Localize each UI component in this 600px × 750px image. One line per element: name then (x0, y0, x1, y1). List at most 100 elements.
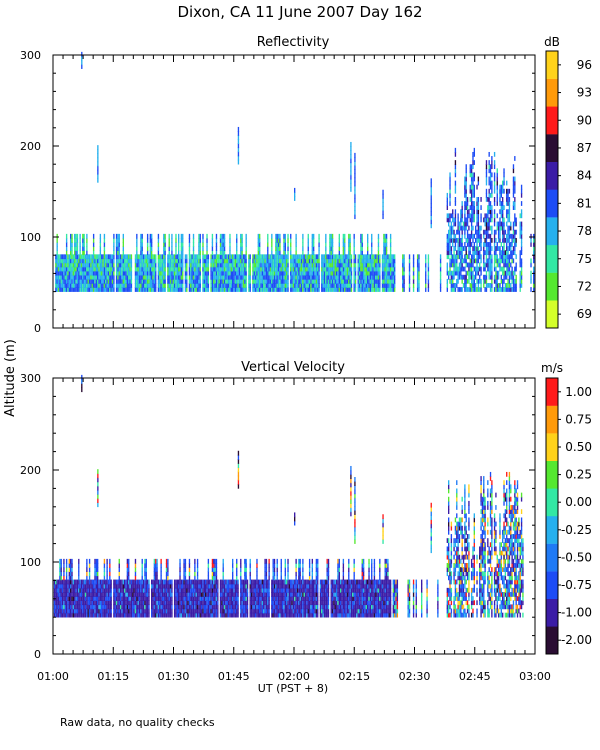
echo-cell (74, 587, 76, 593)
echo-cell (493, 197, 496, 202)
echo-cell (222, 246, 224, 251)
echo-cell (103, 587, 106, 593)
echo-cell (302, 274, 304, 280)
echo-cell (368, 266, 370, 272)
echo-cell (188, 270, 191, 276)
echo-cell (503, 217, 505, 223)
echo-cell (416, 262, 419, 268)
echo-cell (141, 612, 143, 618)
echo-cell (446, 250, 448, 256)
echo-cell (520, 270, 523, 276)
echo-cell (242, 258, 245, 264)
echo-cell (425, 278, 427, 284)
echo-cell (102, 608, 104, 614)
echo-cell (75, 596, 77, 601)
echo-cell (268, 266, 270, 272)
echo-cell (64, 287, 66, 292)
echo-cell (194, 266, 196, 272)
echo-cell (217, 287, 219, 292)
echo-cell (91, 254, 93, 260)
echo-cell (83, 233, 85, 239)
echo-cell (497, 262, 500, 268)
echo-cell (323, 287, 326, 292)
echo-cell (168, 587, 170, 593)
echo-cell (450, 221, 453, 227)
echo-cell (149, 262, 151, 268)
echo-cell (163, 592, 165, 597)
echo-cell (448, 237, 450, 243)
echo-cell (427, 274, 430, 280)
echo-cell (160, 608, 162, 614)
echo-cell (519, 274, 521, 280)
echo-cell (249, 287, 251, 292)
colorbar-label: 93 (577, 86, 592, 100)
echo-cell (72, 262, 75, 268)
echo-cell (460, 225, 462, 231)
echo-cell (381, 274, 384, 280)
echo-cell (91, 274, 93, 280)
echo-cell (365, 287, 367, 292)
echo-cell (403, 283, 405, 288)
echo-cell (168, 600, 170, 606)
echo-cell (223, 250, 226, 256)
echo-cell (184, 283, 187, 288)
echo-cell (385, 237, 388, 243)
echo-cell (195, 608, 197, 614)
echo-cell (369, 283, 372, 288)
echo-cell (155, 283, 157, 288)
echo-cell (337, 283, 339, 288)
echo-cell (269, 278, 272, 284)
echo-cell (381, 254, 384, 260)
echo-cell (151, 587, 153, 593)
echo-cell (94, 604, 96, 610)
echo-cell (313, 270, 315, 276)
echo-cell (489, 217, 492, 223)
echo-cell (236, 270, 238, 276)
echo-cell (82, 258, 84, 264)
echo-cell (65, 270, 68, 276)
echo-cell (169, 612, 172, 618)
echo-cell (142, 278, 145, 284)
echo-cell (408, 270, 411, 276)
echo-cell (136, 254, 138, 260)
echo-cell (138, 583, 141, 589)
echo-cell (318, 283, 320, 288)
echo-cell (487, 221, 489, 227)
echo-cell (159, 274, 161, 280)
echo-cell (121, 266, 123, 272)
echo-cell (377, 254, 380, 260)
echo-cell (290, 278, 292, 284)
echo-cell (379, 270, 381, 276)
echo-cell (118, 608, 120, 614)
echo-cell (385, 254, 388, 260)
echo-cell (236, 237, 238, 243)
echo-cell (493, 184, 496, 190)
echo-cell (520, 213, 523, 219)
echo-cell (199, 274, 201, 280)
echo-cell (450, 258, 453, 264)
echo-cell (183, 567, 185, 572)
echo-cell (90, 587, 92, 593)
echo-cell (302, 278, 304, 284)
echo-cell (373, 278, 376, 284)
echo-cell (296, 283, 299, 288)
echo-cell (454, 262, 457, 268)
echo-cell (364, 266, 366, 272)
echo-cell (499, 287, 501, 292)
echo-cell (272, 278, 274, 284)
echo-cell (151, 270, 153, 276)
echo-cell (376, 274, 378, 280)
echo-cell (307, 278, 309, 284)
echo-cell (453, 237, 455, 243)
echo-cell (88, 600, 91, 606)
echo-cell (465, 237, 467, 243)
echo-cell (519, 250, 521, 256)
echo-cell (68, 587, 70, 593)
echo-cell (210, 287, 212, 292)
echo-cell (477, 258, 480, 264)
echo-cell (194, 283, 196, 288)
echo-cell (165, 558, 168, 564)
echo-cell (385, 250, 388, 256)
echo-cell (146, 246, 149, 251)
echo-cell (70, 612, 72, 618)
